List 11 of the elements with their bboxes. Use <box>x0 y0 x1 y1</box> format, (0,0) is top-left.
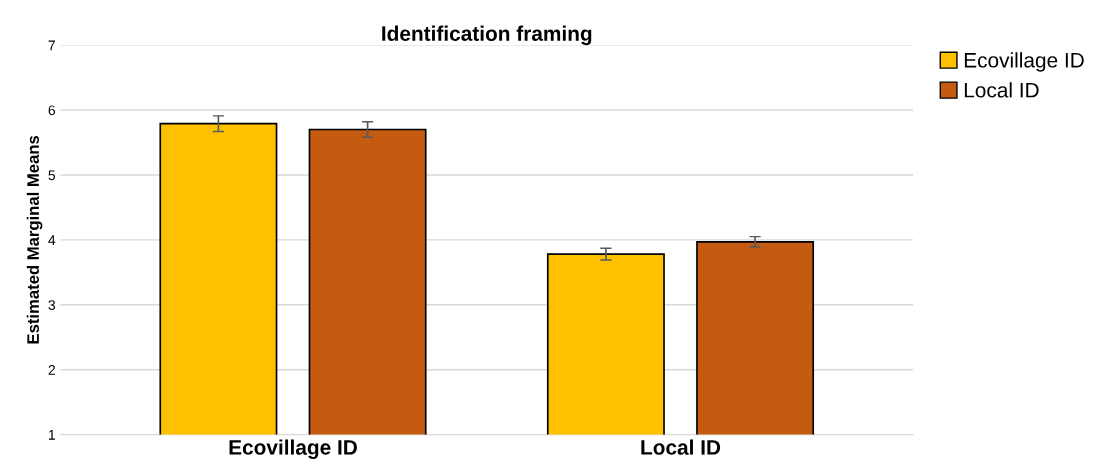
y-tick-label: 7 <box>48 40 55 51</box>
legend-label: Local ID <box>964 82 1039 98</box>
y-tick-label: 2 <box>48 365 55 375</box>
y-axis-title: Estimated Marginal Means <box>26 135 43 344</box>
legend-label: Ecovillage ID <box>964 52 1084 72</box>
y-tick-label: 1 <box>48 430 55 440</box>
y-tick-label: 4 <box>48 235 56 245</box>
y-tick-label: 3 <box>48 300 56 310</box>
y-tick-label: 6 <box>48 105 56 116</box>
chart-title: Identification framing <box>382 25 592 46</box>
y-tick-label: 5 <box>48 170 56 181</box>
